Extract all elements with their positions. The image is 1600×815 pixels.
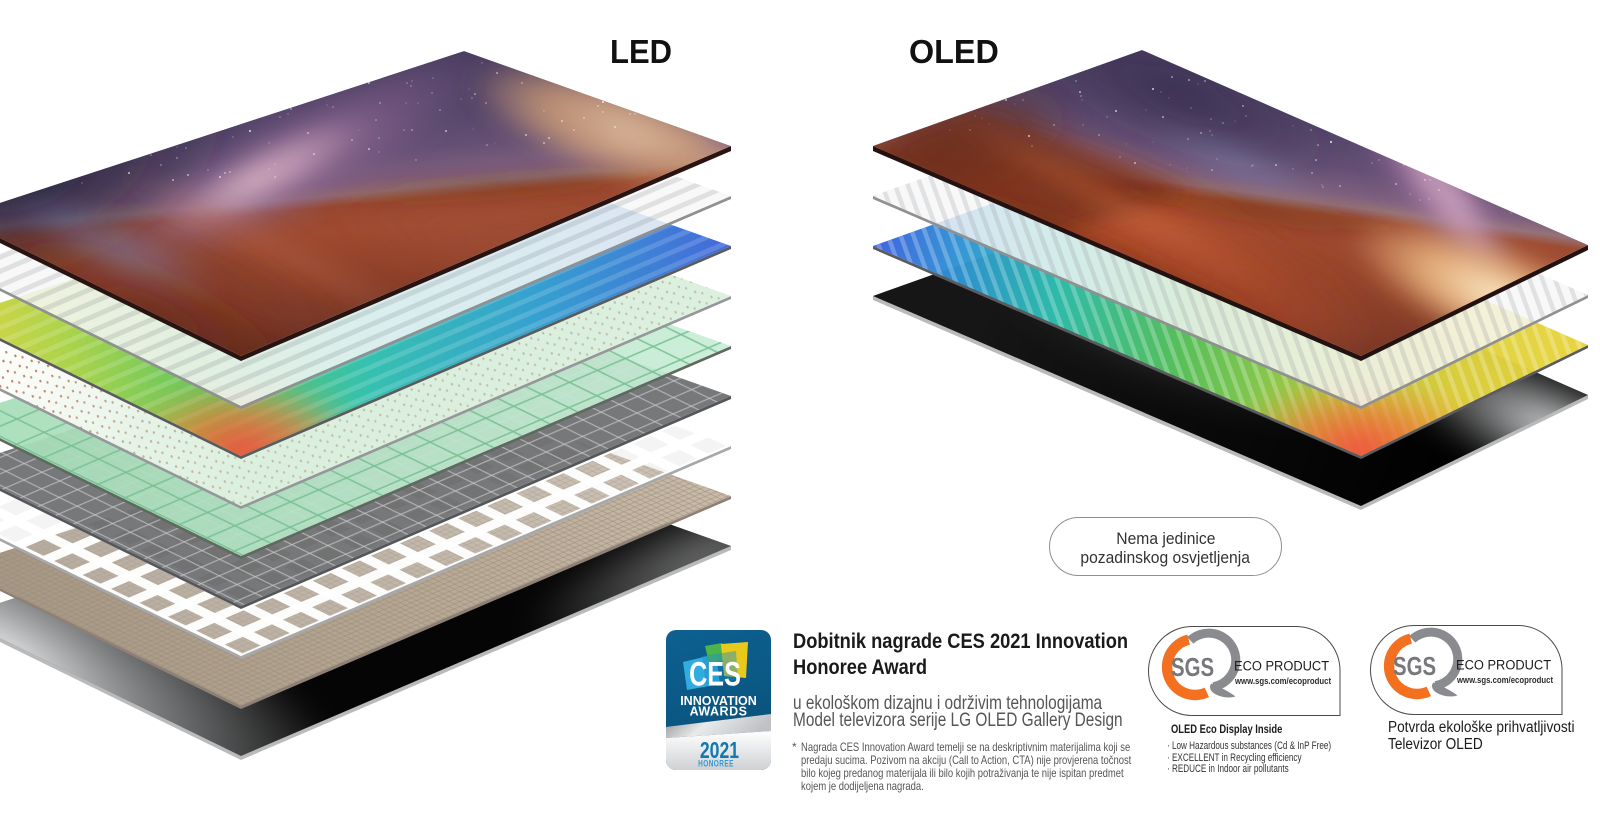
svg-text:INNOVATION: INNOVATION: [680, 694, 757, 708]
svg-text:SGS: SGS: [1171, 653, 1214, 682]
svg-text:www.sgs.com/ecoproduct: www.sgs.com/ecoproduct: [1456, 674, 1553, 685]
svg-text:CES: CES: [689, 656, 741, 694]
svg-text:HONOREE: HONOREE: [698, 758, 734, 768]
svg-text:ECO PRODUCT: ECO PRODUCT: [1456, 657, 1551, 673]
svg-text:www.sgs.com/ecoproduct: www.sgs.com/ecoproduct: [1234, 675, 1331, 686]
svg-text:AWARDS: AWARDS: [690, 705, 748, 719]
svg-text:ECO PRODUCT: ECO PRODUCT: [1234, 658, 1329, 674]
svg-text:SGS: SGS: [1393, 652, 1436, 681]
svg-text:2021: 2021: [700, 738, 739, 764]
